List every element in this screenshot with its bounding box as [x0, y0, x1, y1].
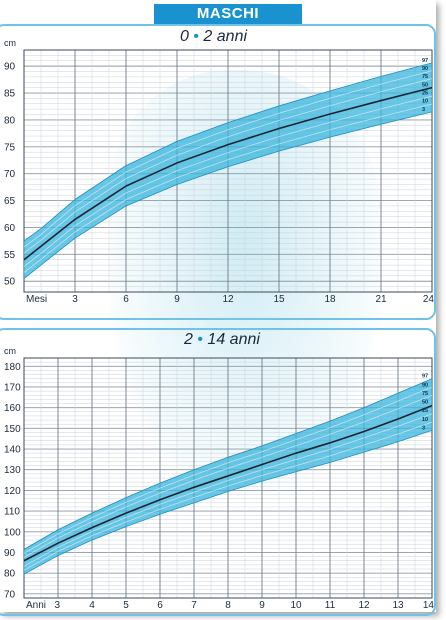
- percentile-curve: [23, 421, 433, 571]
- percentile-label: 75: [422, 391, 428, 397]
- y-tick-label: 65: [4, 196, 16, 207]
- y-tick-label: 55: [4, 250, 16, 261]
- x-tick-label: 9: [259, 600, 265, 611]
- percentile-label: 90: [422, 66, 428, 72]
- plot-border: [23, 357, 433, 599]
- chart-title-bottom: 2 • 14 anni: [184, 331, 260, 349]
- x-tick-label: 5: [123, 600, 129, 611]
- percentile-50-line: [23, 86, 433, 261]
- x-tick-label: 3: [72, 294, 78, 305]
- percentile-label: 3: [422, 425, 425, 431]
- percentile-label: 90: [422, 382, 428, 388]
- y-tick-label: 100: [4, 527, 21, 538]
- x-tick-label: 8: [225, 600, 231, 611]
- y-tick-label: 140: [4, 445, 21, 456]
- x-tick-label: 4: [89, 600, 95, 611]
- x-axis-name: Anni: [26, 600, 46, 611]
- percentile-curve: [23, 103, 433, 273]
- x-tick-label: 12: [222, 294, 234, 305]
- x-tick-label: 6: [157, 600, 163, 611]
- x-tick-label: 10: [290, 600, 302, 611]
- y-tick-label: 60: [4, 223, 16, 234]
- chart-title-top-start: 0: [180, 28, 189, 45]
- y-tick-label: 160: [4, 403, 21, 414]
- plot-border: [23, 49, 433, 293]
- chart-frame-bottom: [0, 328, 436, 616]
- chart-title-bottom-rest: 14 anni: [207, 331, 260, 348]
- x-tick-label: 12: [358, 600, 370, 611]
- y-tick-label: 90: [4, 548, 16, 559]
- y-tick-label: 180: [4, 362, 21, 373]
- percentile-97-line: [23, 62, 433, 242]
- percentile-label: 25: [422, 408, 428, 414]
- chart-title-top: 0 • 2 anni: [180, 28, 247, 46]
- title-dot-icon: •: [193, 28, 199, 45]
- title-dot-icon: •: [197, 331, 203, 348]
- y-tick-label: 50: [4, 277, 16, 288]
- x-tick-label: 13: [392, 600, 404, 611]
- percentile-curve: [23, 95, 433, 267]
- percentile-3-line: [23, 111, 433, 279]
- x-tick-label: 6: [123, 294, 129, 305]
- percentile-band: [24, 62, 432, 279]
- percentile-50-line: [23, 404, 433, 562]
- chart-1-group: [23, 357, 433, 599]
- percentile-curve: [23, 78, 433, 254]
- percentile-curve: [23, 394, 433, 558]
- percentile-label: 25: [422, 91, 428, 97]
- x-tick-label: 24: [423, 294, 435, 305]
- chart-title-top-rest: 2 anni: [203, 28, 248, 45]
- percentile-label: 3: [422, 107, 425, 113]
- y-tick-label: 70: [4, 169, 16, 180]
- percentile-label: 97: [422, 374, 428, 380]
- percentile-97-line: [23, 378, 433, 550]
- chart-0-group: [23, 49, 433, 293]
- page-header: MASCHI: [154, 4, 302, 24]
- percentile-3-line: [23, 430, 433, 575]
- percentile-label: 50: [422, 400, 428, 406]
- y-tick-label: 130: [4, 465, 21, 476]
- x-tick-label: 9: [174, 294, 180, 305]
- y-tick-label: 70: [4, 589, 16, 600]
- x-tick-label: 3: [54, 600, 60, 611]
- percentile-label: 97: [422, 58, 428, 64]
- chart-title-bottom-start: 2: [184, 331, 193, 348]
- percentile-curve: [23, 386, 433, 554]
- y-tick-label: 150: [4, 424, 21, 435]
- percentile-label: 10: [422, 417, 428, 423]
- y-tick-label: 85: [4, 89, 16, 100]
- x-tick-label: 7: [191, 600, 197, 611]
- percentile-label: 75: [422, 74, 428, 80]
- x-tick-label: 21: [375, 294, 387, 305]
- percentile-label: 10: [422, 99, 428, 105]
- y-tick-label: 90: [4, 62, 16, 73]
- chart-frame-top: [0, 24, 436, 320]
- x-tick-label: 14: [423, 600, 435, 611]
- percentile-curve: [23, 70, 433, 248]
- y-tick-label: 120: [4, 486, 21, 497]
- y-tick-label: 80: [4, 115, 16, 126]
- x-tick-label: 11: [325, 600, 336, 611]
- y-tick-label: 75: [4, 142, 16, 153]
- y-axis-unit: cm: [4, 38, 16, 48]
- y-tick-label: 170: [4, 382, 21, 393]
- x-tick-label: 15: [273, 294, 285, 305]
- x-axis-name: Mesi: [26, 294, 47, 305]
- x-tick-label: 18: [324, 294, 336, 305]
- y-tick-label: 80: [4, 569, 16, 580]
- y-axis-unit: cm: [4, 346, 16, 356]
- y-tick-label: 110: [4, 507, 20, 518]
- percentile-curve: [23, 413, 433, 567]
- percentile-label: 50: [422, 82, 428, 88]
